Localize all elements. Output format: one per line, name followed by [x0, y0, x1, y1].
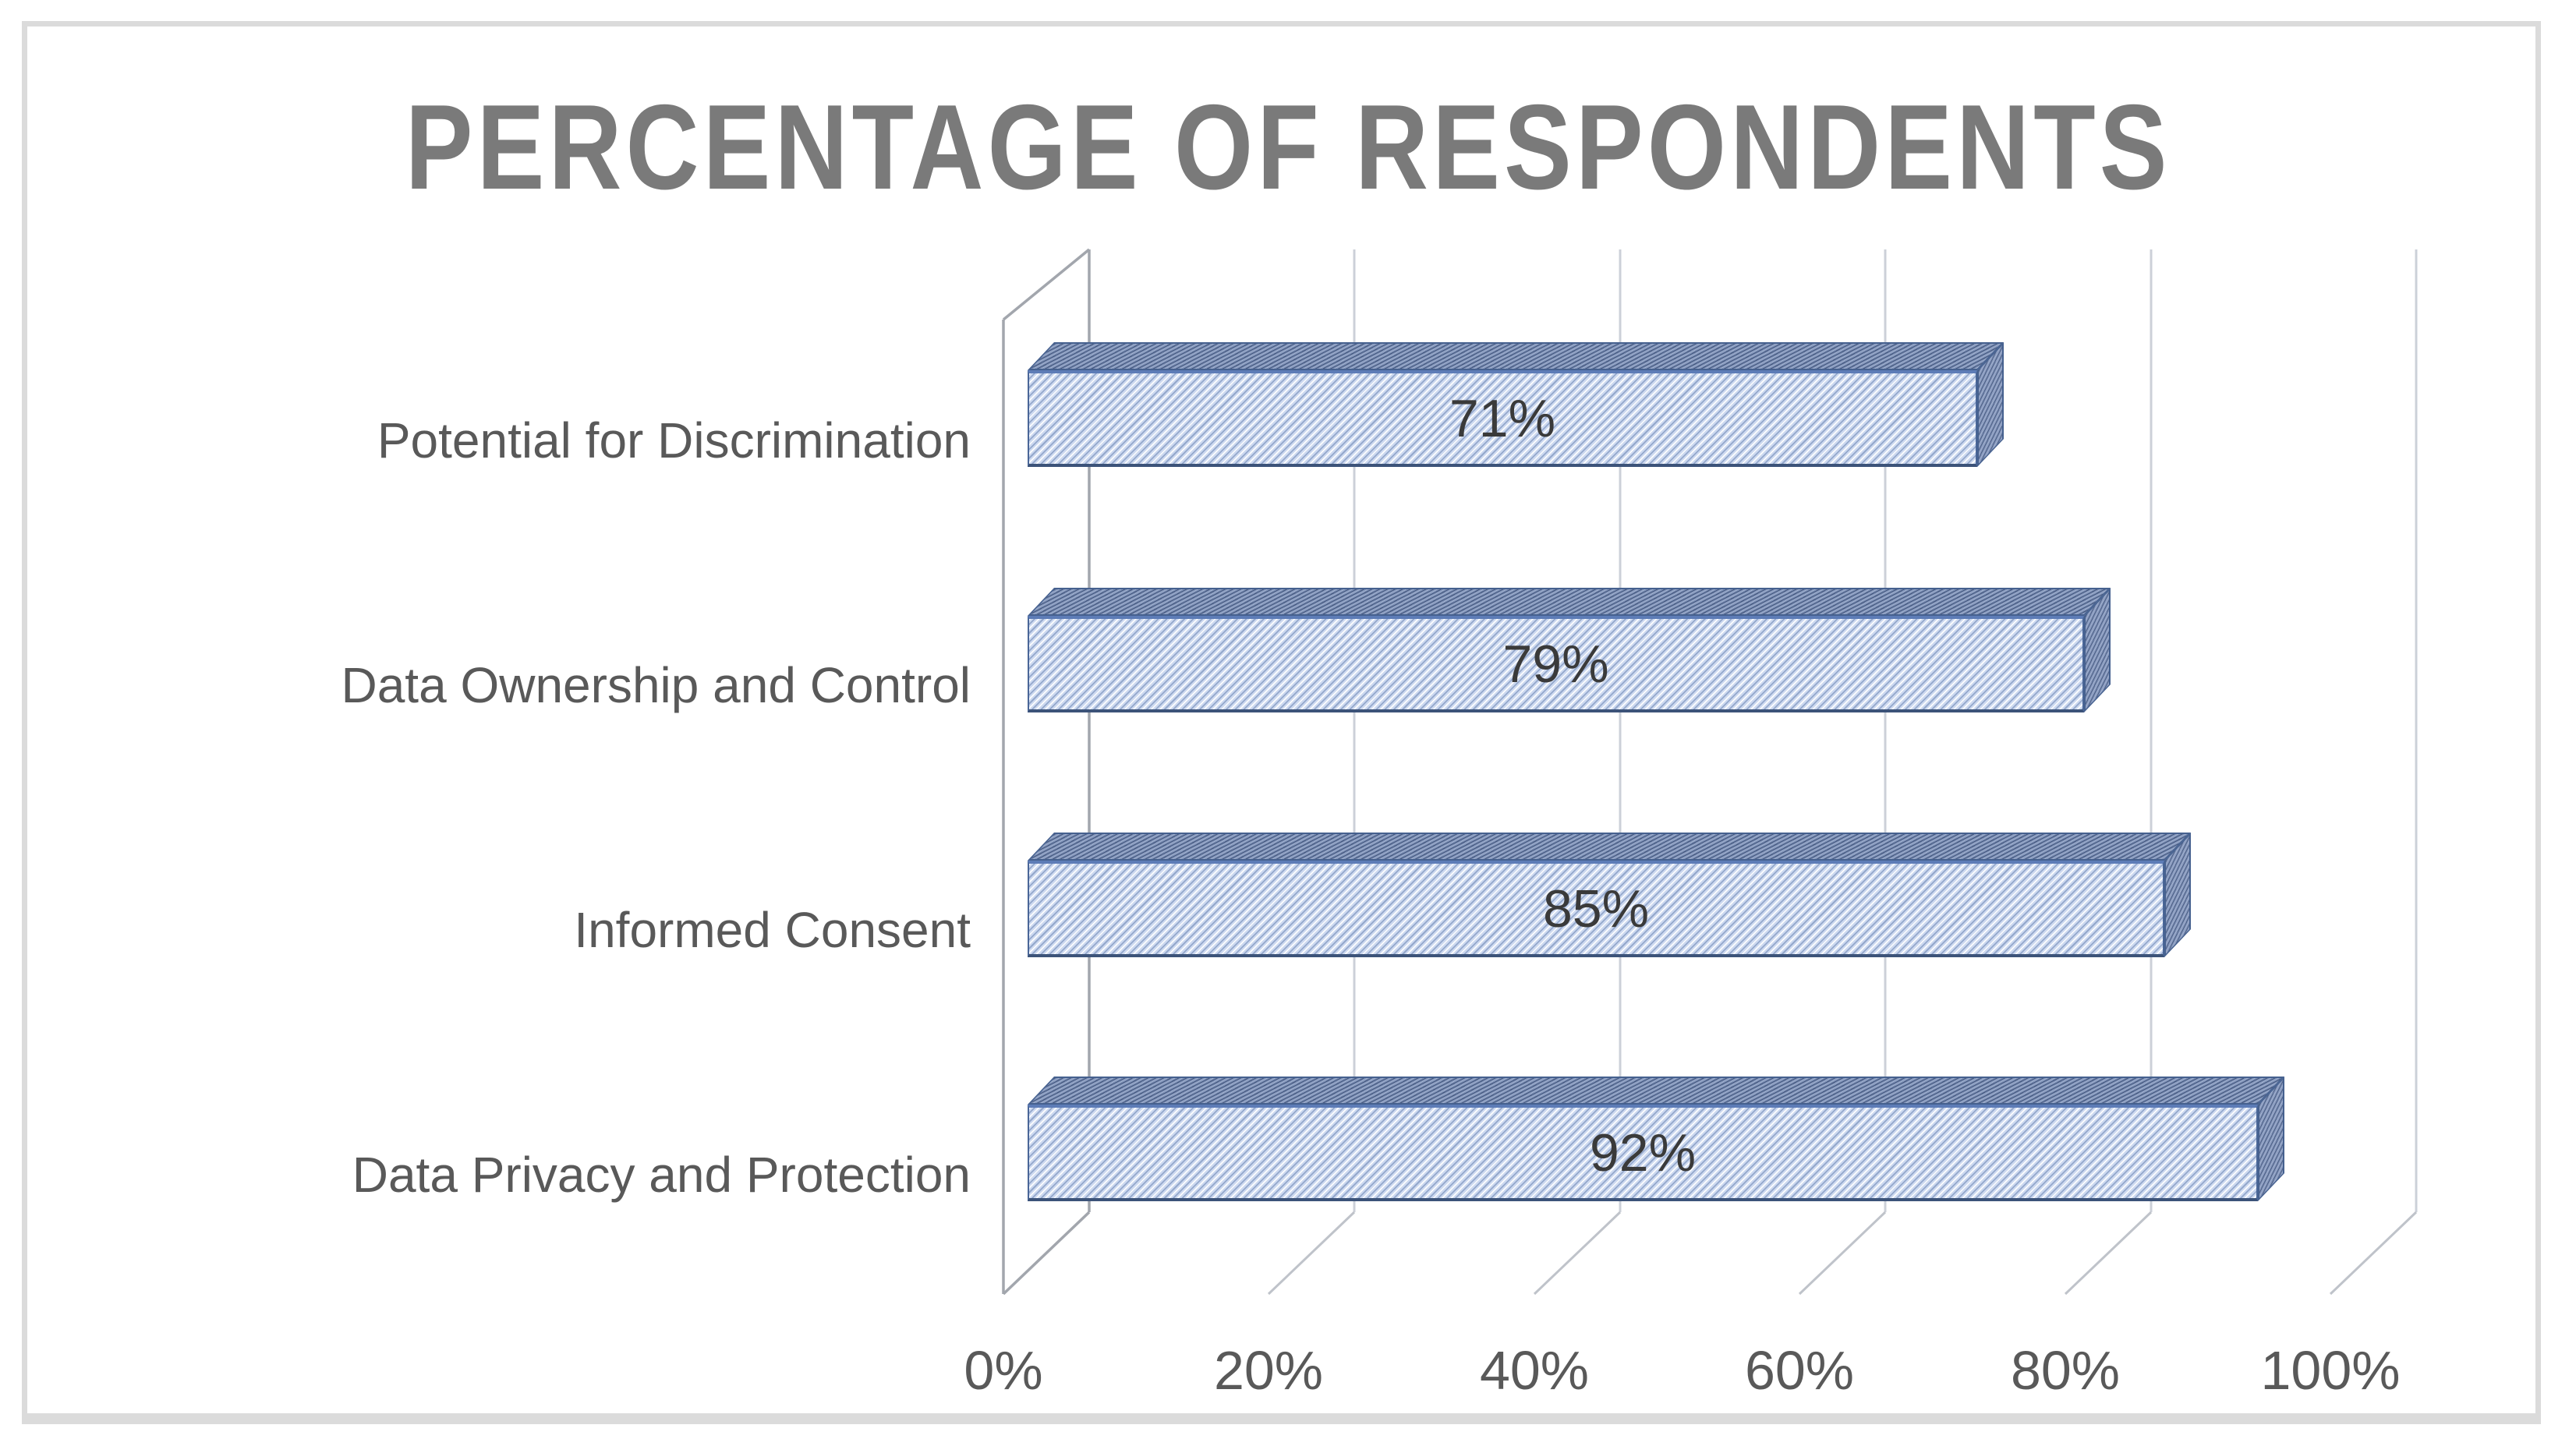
bar-front-face: 92% [1028, 1105, 2258, 1201]
category-label: Informed Consent [574, 902, 971, 958]
bar-front-face: 71% [1028, 370, 1977, 467]
bar-data-privacy-and-protection: 92% [1028, 1077, 2285, 1201]
x-tick-label: 60% [1744, 1340, 1855, 1401]
bar-top-face [1028, 342, 2005, 370]
bar-front-face: 79% [1028, 616, 2084, 712]
bar-top-face [1028, 1077, 2285, 1105]
bar-top-face [1028, 833, 2192, 861]
x-tick-label: 0% [964, 1340, 1043, 1401]
data-label: 85% [1542, 879, 1650, 939]
floor-gridlines [1267, 1211, 2418, 1296]
x-tick-label: 100% [2260, 1340, 2401, 1401]
bar-informed-consent: 85% [1028, 833, 2192, 957]
x-tick-label: 40% [1479, 1340, 1590, 1401]
bar-top-face [1028, 588, 2111, 616]
data-label: 79% [1502, 635, 1609, 694]
category-label: Potential for Discrimination [377, 412, 971, 468]
bar-front-face: 85% [1028, 861, 2164, 957]
bar-potential-for-discrimination: 71% [1028, 342, 2005, 467]
x-tick-label: 80% [2010, 1340, 2121, 1401]
data-label: 71% [1449, 389, 1556, 448]
data-label: 92% [1589, 1123, 1697, 1183]
chart-title: PERCENTAGE OF RESPONDENTS [0, 78, 2576, 217]
chart-title-text: PERCENTAGE OF RESPONDENTS [405, 80, 2171, 214]
category-label: Data Ownership and Control [341, 657, 971, 713]
bar-data-ownership-and-control: 79% [1028, 588, 2111, 712]
category-label: Data Privacy and Protection [352, 1147, 971, 1203]
x-tick-label: 20% [1213, 1340, 1324, 1401]
